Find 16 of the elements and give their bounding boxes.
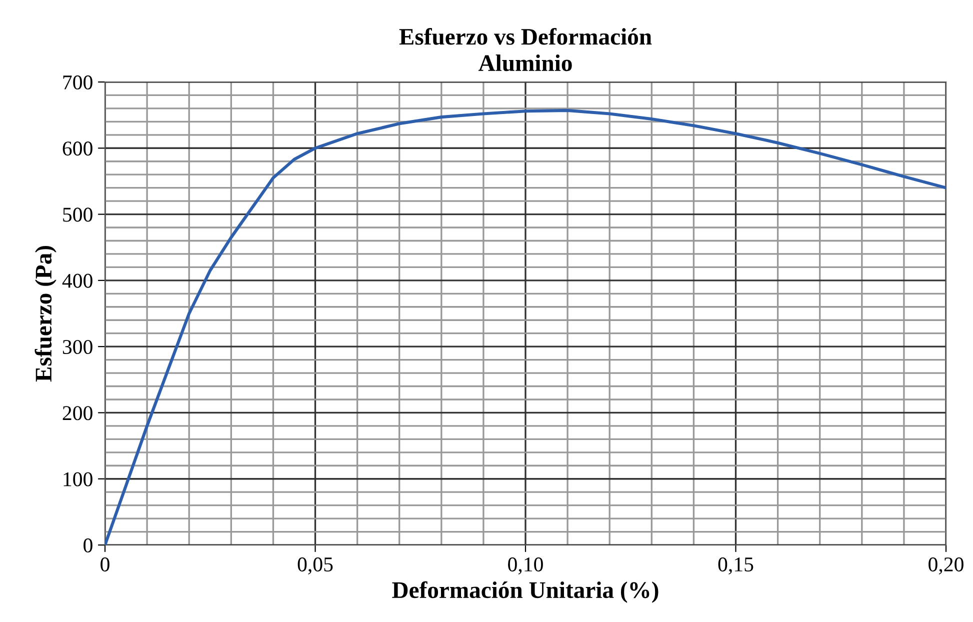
y-tick-label: 0 [84, 538, 92, 552]
x-tick-label: 0,10 [508, 557, 543, 574]
y-tick-label: 700 [63, 75, 92, 90]
chart-title: Esfuerzo vs Deformación Aluminio [399, 28, 652, 72]
x-tick-label: 0,05 [298, 557, 333, 574]
x-axis-title: Deformación Unitaria (%) [392, 581, 658, 603]
y-tick-label: 300 [62, 340, 92, 354]
y-tick-label: 100 [64, 472, 92, 486]
y-axis-title: Esfuerzo (Pa) [34, 246, 56, 382]
x-tick-label: 0 [100, 557, 110, 572]
y-tick-label: 200 [62, 406, 92, 420]
y-tick-label: 400 [62, 274, 92, 288]
y-tick-label: 500 [63, 208, 92, 222]
x-tick-label: 0,20 [928, 557, 964, 574]
x-tick-label: 0,15 [718, 557, 754, 574]
y-tick-label: 600 [62, 142, 92, 156]
